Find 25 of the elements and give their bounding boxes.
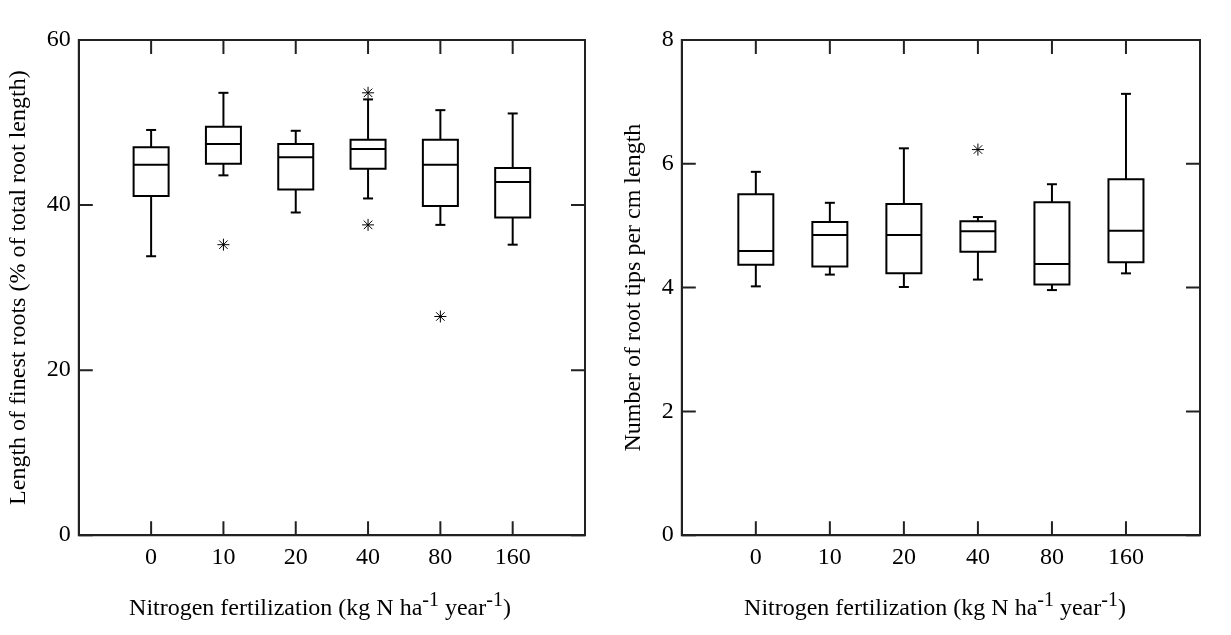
- y-tick-label: 2: [661, 396, 674, 423]
- y-tick-label: 60: [46, 25, 71, 52]
- y-axis-title: Length of finest roots (% of total root length): [3, 70, 30, 505]
- x-tick-label: 10: [817, 542, 842, 569]
- x-tick-label: 40: [965, 542, 990, 569]
- y-axis-title: Number of root tips per cm length: [618, 123, 645, 452]
- y-tick-label: 40: [46, 190, 71, 217]
- y-tick-label: 8: [661, 25, 674, 52]
- x-tick-label: 160: [494, 542, 531, 569]
- x-tick-label: 160: [1107, 542, 1144, 569]
- x-tick-label: 20: [891, 542, 916, 569]
- y-tick-label: 20: [46, 355, 71, 382]
- x-tick-label: 80: [1039, 542, 1064, 569]
- x-tick-label: 40: [356, 542, 381, 569]
- x-tick-label: 80: [428, 542, 453, 569]
- y-tick-label: 0: [661, 520, 674, 547]
- y-tick-label: 4: [661, 272, 674, 299]
- x-tick-label: 10: [211, 542, 236, 569]
- y-tick-label: 0: [58, 520, 71, 547]
- x-axis-title: Nitrogen fertilization (kg N ha$^{-1}$ year$^{-1}$): [128, 588, 512, 621]
- x-tick-label: 0: [145, 542, 158, 569]
- x-axis-title: Nitrogen fertilization (kg N ha$^{-1}$ year$^{-1}$): [743, 588, 1127, 621]
- y-tick-label: 6: [661, 149, 674, 176]
- x-tick-label: 0: [749, 542, 762, 569]
- x-tick-label: 20: [283, 542, 308, 569]
